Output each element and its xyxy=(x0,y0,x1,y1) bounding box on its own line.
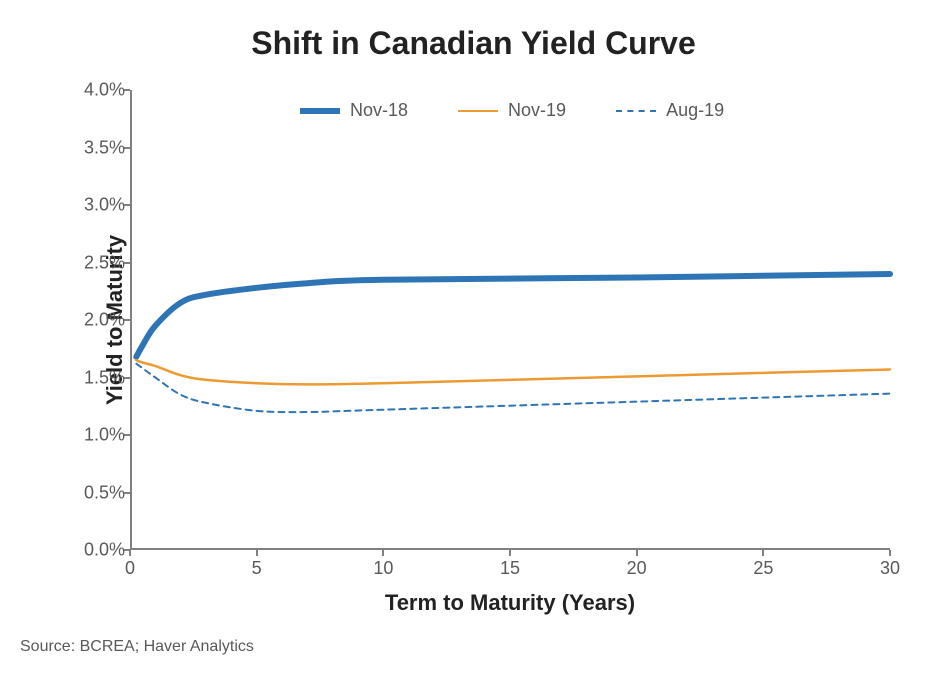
series-line xyxy=(136,364,890,412)
y-tick-label: 4.0% xyxy=(65,80,125,101)
y-tick-label: 2.5% xyxy=(65,252,125,273)
legend-item: Nov-18 xyxy=(300,100,408,121)
chart-title: Shift in Canadian Yield Curve xyxy=(20,25,927,62)
legend-label: Aug-19 xyxy=(666,100,724,121)
x-tick-label: 5 xyxy=(252,558,262,579)
series-line xyxy=(136,274,890,357)
x-tick-label: 0 xyxy=(125,558,135,579)
y-tick-mark xyxy=(124,434,130,436)
x-tick-mark xyxy=(509,550,511,556)
y-tick-mark xyxy=(124,89,130,91)
y-tick-mark xyxy=(124,147,130,149)
x-tick-label: 20 xyxy=(627,558,647,579)
x-axis-label: Term to Maturity (Years) xyxy=(130,590,890,616)
y-tick-label: 3.5% xyxy=(65,137,125,158)
legend-item: Nov-19 xyxy=(458,100,566,121)
y-tick-label: 1.5% xyxy=(65,367,125,388)
chart-lines-svg xyxy=(130,90,890,550)
x-tick-mark xyxy=(762,550,764,556)
legend-item: Aug-19 xyxy=(616,100,724,121)
legend-label: Nov-19 xyxy=(508,100,566,121)
x-tick-mark xyxy=(636,550,638,556)
yield-curve-chart: Shift in Canadian Yield Curve Yield to M… xyxy=(20,20,927,655)
y-tick-label: 0.5% xyxy=(65,482,125,503)
y-tick-label: 3.0% xyxy=(65,195,125,216)
y-tick-mark xyxy=(124,319,130,321)
y-tick-mark xyxy=(124,377,130,379)
legend-swatch xyxy=(300,108,340,114)
y-tick-mark xyxy=(124,492,130,494)
legend-swatch xyxy=(616,110,656,112)
source-text: Source: BCREA; Haver Analytics xyxy=(20,638,254,656)
y-tick-mark xyxy=(124,204,130,206)
x-tick-mark xyxy=(382,550,384,556)
legend: Nov-18 Nov-19 Aug-19 xyxy=(300,100,724,121)
x-tick-mark xyxy=(129,550,131,556)
series-line xyxy=(136,360,890,384)
x-tick-label: 15 xyxy=(500,558,520,579)
x-tick-mark xyxy=(256,550,258,556)
x-tick-label: 25 xyxy=(753,558,773,579)
x-tick-label: 10 xyxy=(373,558,393,579)
x-tick-mark xyxy=(889,550,891,556)
legend-swatch xyxy=(458,110,498,112)
y-tick-label: 0.0% xyxy=(65,540,125,561)
x-tick-label: 30 xyxy=(880,558,900,579)
y-tick-label: 2.0% xyxy=(65,310,125,331)
y-tick-mark xyxy=(124,262,130,264)
legend-label: Nov-18 xyxy=(350,100,408,121)
y-tick-label: 1.0% xyxy=(65,425,125,446)
